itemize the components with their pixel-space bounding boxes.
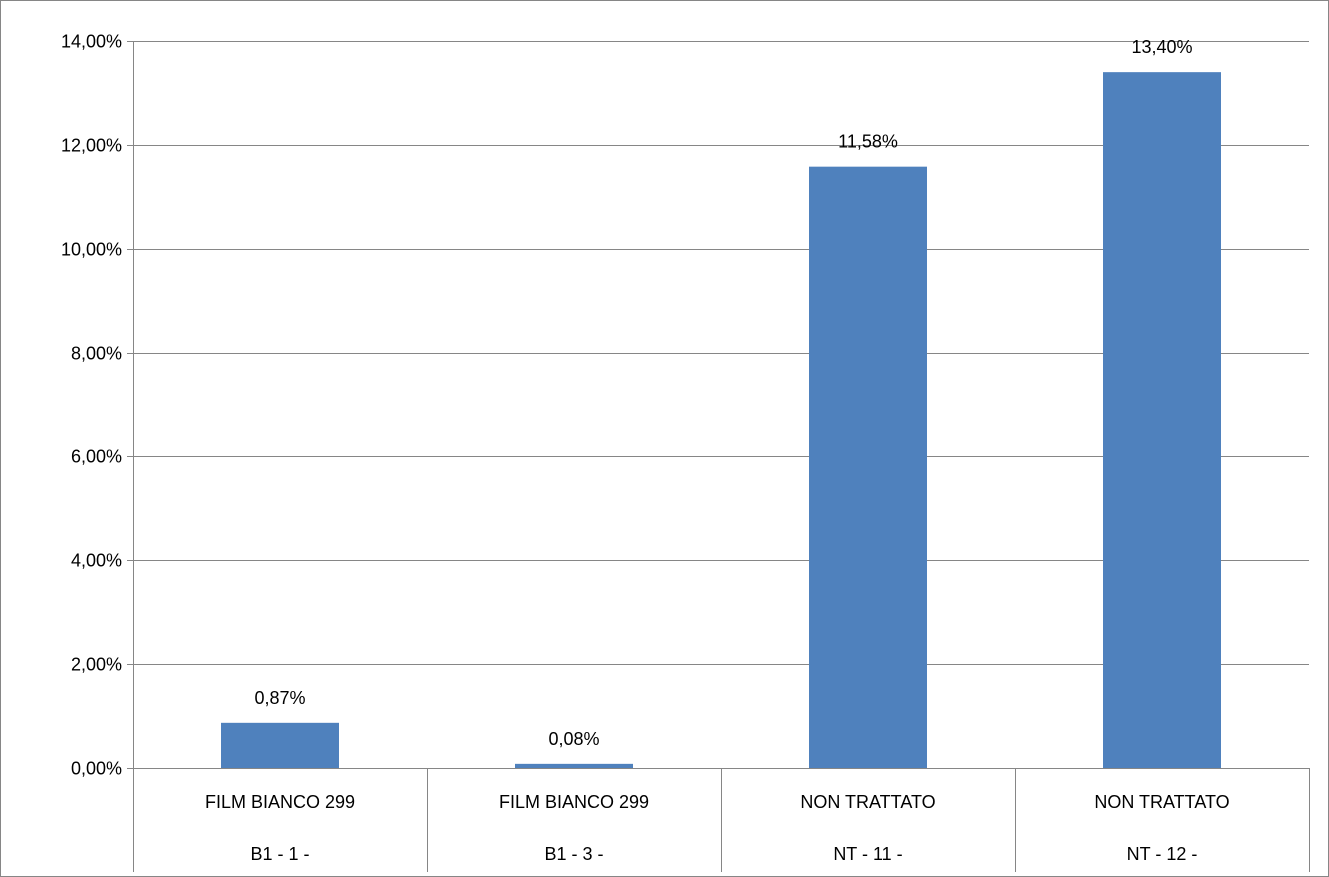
- x-tick-label: FILM BIANCO 299: [205, 792, 355, 812]
- data-label: 11,58%: [838, 132, 898, 152]
- data-label: 0,08%: [548, 729, 599, 749]
- y-tick-label: 4,00%: [71, 551, 122, 571]
- bar: [809, 166, 927, 769]
- bar: [221, 722, 339, 768]
- x-tick-label: FILM BIANCO 299: [499, 792, 649, 812]
- y-tick-label: 10,00%: [61, 240, 122, 260]
- x-tick-label: NON TRATTATO: [800, 792, 935, 812]
- gridlines: [133, 41, 1309, 665]
- x-tick-label: NON TRATTATO: [1094, 792, 1229, 812]
- bars: [221, 72, 1221, 769]
- y-tick-label: 6,00%: [71, 447, 122, 467]
- labels: 0,00% 2,00% 4,00% 6,00% 8,00% 10,00% 12,00% 14,…: [61, 32, 1230, 865]
- data-label: 13,40%: [1131, 37, 1192, 57]
- y-tick-label: 14,00%: [61, 32, 122, 52]
- y-tick-label: 8,00%: [71, 344, 122, 364]
- x-tick-label: B1 - 1 -: [250, 844, 309, 864]
- x-tick-label: NT - 11 -: [833, 844, 902, 864]
- bar: [515, 763, 633, 768]
- data-label: 0,87%: [254, 688, 305, 708]
- y-tick-label: 0,00%: [71, 759, 122, 779]
- x-tick-label: B1 - 3 -: [544, 844, 603, 864]
- y-tick-label: 2,00%: [71, 655, 122, 675]
- x-tick-label: NT - 12 -: [1127, 844, 1198, 864]
- bar: [1103, 72, 1221, 768]
- y-tick-label: 12,00%: [61, 136, 122, 156]
